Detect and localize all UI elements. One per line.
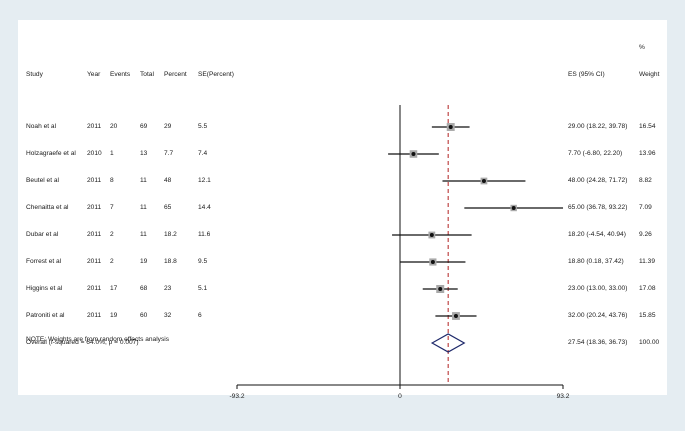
study-total: 11	[140, 177, 147, 184]
study-point	[429, 233, 434, 237]
study-year: 2011	[87, 285, 102, 292]
study-point	[411, 152, 416, 156]
study-percent: 18.8	[164, 258, 177, 265]
study-es-ci: 7.70 (-6.80, 22.20)	[568, 150, 623, 157]
study-events: 2	[110, 231, 114, 238]
study-point	[453, 314, 458, 318]
study-year: 2010	[87, 150, 102, 157]
study-weight: 9.26	[639, 231, 652, 238]
study-weight: 15.85	[639, 312, 656, 319]
study-weight: 7.09	[639, 204, 652, 211]
study-se: 12.1	[198, 177, 211, 184]
study-name: Holzagraefe et al	[26, 150, 76, 157]
study-weight: 11.39	[639, 258, 656, 265]
study-es-ci: 29.00 (18.22, 39.78)	[568, 123, 628, 130]
study-year: 2011	[87, 177, 102, 184]
study-total: 69	[140, 123, 148, 130]
study-es-ci: 18.20 (-4.54, 40.94)	[568, 231, 626, 238]
study-es-ci: 48.00 (24.28, 71.72)	[568, 177, 628, 184]
header-year: Year	[87, 71, 101, 78]
study-total: 13	[140, 150, 148, 157]
study-percent: 7.7	[164, 150, 174, 157]
study-se: 14.4	[198, 204, 211, 211]
study-events: 1	[110, 150, 114, 157]
study-es-ci: 18.80 (0.18, 37.42)	[568, 258, 624, 265]
study-total: 68	[140, 285, 148, 292]
study-name: Dubar et al	[26, 231, 59, 238]
study-name: Chenaitta et al	[26, 204, 69, 211]
study-se: 7.4	[198, 150, 208, 157]
header-study: Study	[26, 71, 43, 78]
x-tick-label: 93.2	[556, 393, 570, 400]
study-se: 6	[198, 312, 202, 319]
study-total: 60	[140, 312, 148, 319]
x-tick-label: 0	[398, 393, 402, 400]
study-year: 2011	[87, 204, 102, 211]
study-events: 17	[110, 285, 118, 292]
study-events: 19	[110, 312, 118, 319]
header-total: Total	[140, 71, 154, 78]
study-name: Forrest et al	[26, 258, 62, 265]
study-events: 8	[110, 177, 114, 184]
study-total: 11	[140, 231, 147, 238]
overall-label: Overall (I-squared = 64.0%, p = 0.007)	[26, 339, 139, 346]
study-name: Patroniti et al	[26, 312, 65, 319]
study-se: 9.5	[198, 258, 208, 265]
study-es-ci: 65.00 (36.78, 93.22)	[568, 204, 628, 211]
model-note: NOTE: Weights are from random effects an…	[26, 336, 170, 343]
overall-es-ci: 27.54 (18.36, 36.73)	[568, 339, 628, 346]
study-point	[481, 179, 486, 183]
header-events: Events	[110, 71, 131, 78]
study-percent: 18.2	[164, 231, 177, 238]
study-year: 2011	[87, 231, 102, 238]
study-events: 2	[110, 258, 114, 265]
study-percent: 29	[164, 123, 172, 130]
header-es: ES (95% CI)	[568, 71, 605, 78]
study-events: 7	[110, 204, 114, 211]
forest-plot	[236, 105, 564, 389]
study-point	[430, 260, 435, 264]
header-percent: Percent	[164, 71, 187, 78]
study-point	[438, 287, 443, 291]
study-percent: 65	[164, 204, 172, 211]
study-se: 5.1	[198, 285, 208, 292]
study-point	[448, 125, 453, 129]
study-name: Beutel et al	[26, 177, 59, 184]
header-se: SE(Percent)	[198, 71, 234, 78]
study-se: 5.5	[198, 123, 208, 130]
study-name: Higgins et al	[26, 285, 63, 292]
forest-plot-panel: Study Year Events Total Percent SE(Perce…	[18, 20, 667, 400]
study-percent: 48	[164, 177, 172, 184]
study-year: 2011	[87, 123, 102, 130]
study-total: 11	[140, 204, 147, 211]
header-weight: Weight	[639, 71, 660, 78]
study-weight: 13.96	[639, 150, 656, 157]
study-year: 2011	[87, 258, 102, 265]
header-weight-symbol: %	[639, 44, 645, 51]
study-weight: 16.54	[639, 123, 656, 130]
study-percent: 23	[164, 285, 172, 292]
study-name: Noah et al	[26, 123, 57, 130]
study-es-ci: 23.00 (13.00, 33.00)	[568, 285, 628, 292]
study-se: 11.6	[198, 231, 211, 238]
study-weight: 17.08	[639, 285, 656, 292]
overall-diamond	[430, 333, 466, 353]
study-point	[511, 206, 516, 210]
study-percent: 32	[164, 312, 172, 319]
study-year: 2011	[87, 312, 102, 319]
x-tick-label: -93.2	[229, 393, 245, 400]
study-events: 20	[110, 123, 118, 130]
study-es-ci: 32.00 (20.24, 43.76)	[568, 312, 628, 319]
study-total: 19	[140, 258, 148, 265]
study-weight: 8.82	[639, 177, 652, 184]
overall-weight: 100.00	[639, 339, 660, 346]
